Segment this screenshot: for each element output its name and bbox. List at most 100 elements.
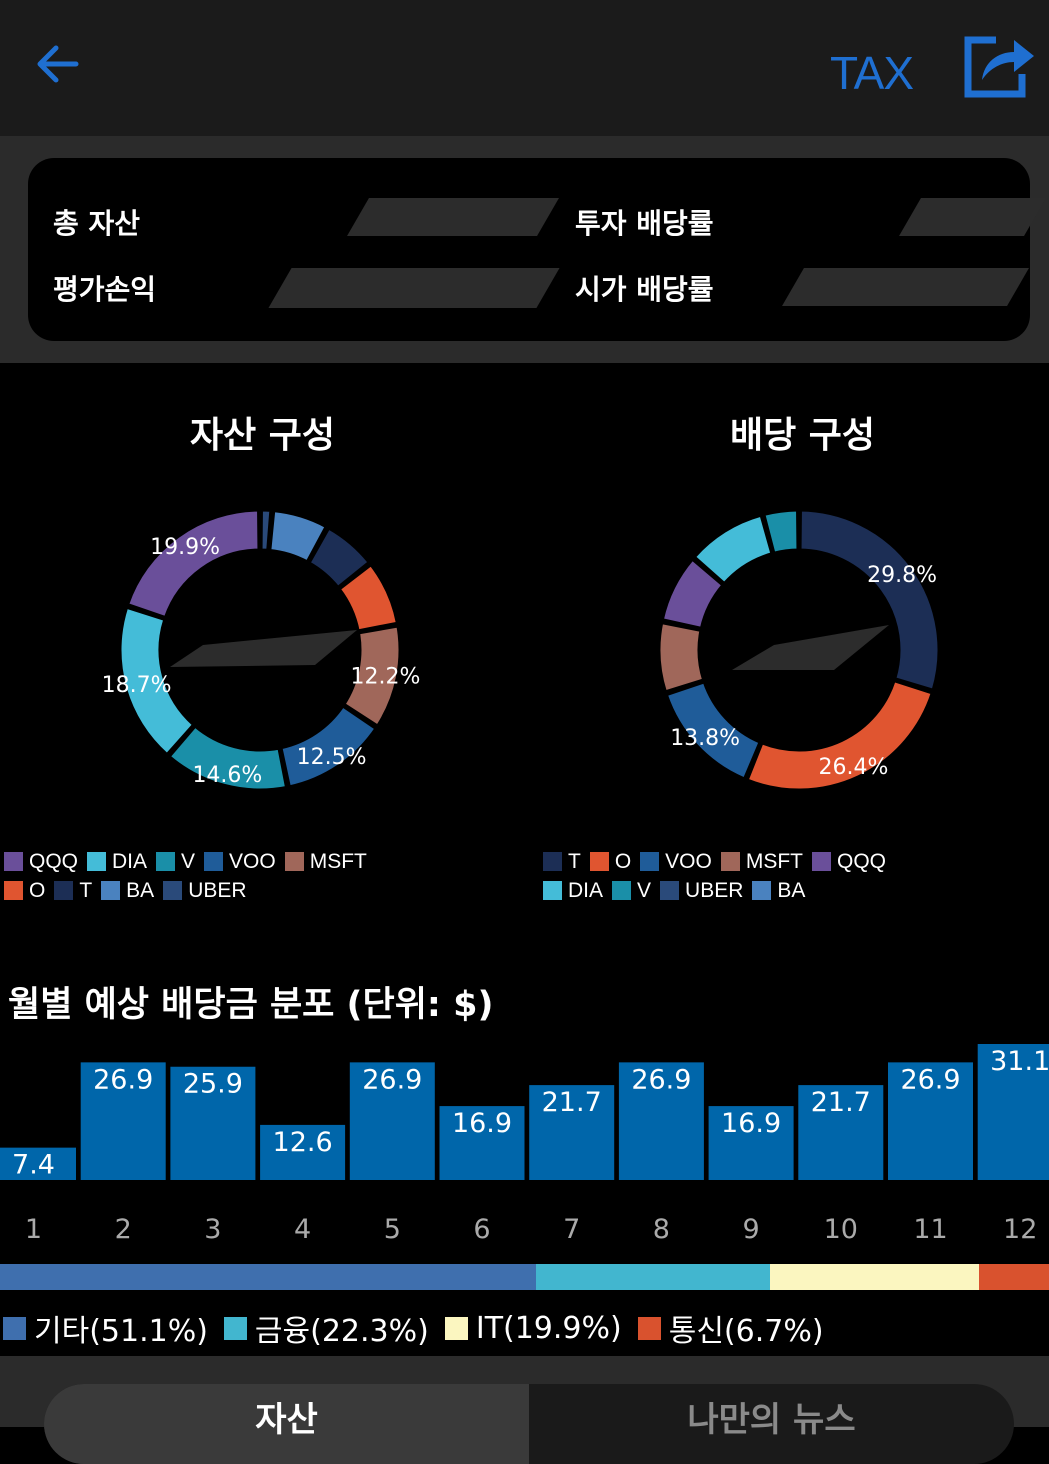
tab-my-news[interactable]: 나만의 뉴스	[687, 1400, 856, 1440]
legend-swatch	[3, 1316, 26, 1340]
x-tick-label: 6	[473, 1214, 490, 1245]
top-bar: TAX	[0, 0, 1049, 136]
sector-segment-IT	[769, 1264, 979, 1290]
slice-t	[307, 525, 372, 590]
bar-value-label: 7.4	[12, 1150, 55, 1181]
legend-label: 통신(6.7%)	[668, 1314, 824, 1349]
legend-label: VOO	[229, 849, 276, 873]
legend-item-t: T	[54, 879, 92, 903]
x-tick-label: 9	[743, 1214, 760, 1245]
dividend-pie-title: 배당 구성	[730, 415, 876, 456]
legend-label: MSFT	[745, 849, 804, 873]
monthly-chart-title: 월별 예상 배당금 분포 (단위: $)	[8, 985, 494, 1025]
sector-legend-item: IT(19.9%)	[444, 1310, 622, 1346]
legend-swatch	[284, 852, 304, 871]
slice-qqq	[125, 508, 261, 620]
bar-value-label: 26.9	[631, 1064, 691, 1095]
slice-label-qqq: 19.9%	[150, 535, 220, 560]
legend-swatch	[4, 852, 23, 871]
sector-segment-통신	[978, 1264, 1049, 1290]
legend-label: BA	[126, 878, 155, 902]
legend-swatch	[720, 852, 740, 871]
sector-segment-금융	[536, 1264, 770, 1290]
pnl-label: 평가손익	[53, 273, 157, 306]
x-tick-label: 5	[384, 1214, 401, 1245]
legend-label: UBER	[685, 878, 744, 902]
legend-label: O	[29, 878, 46, 902]
legend-swatch	[4, 881, 23, 900]
legend-item-voo: VOO	[640, 850, 712, 874]
legend-swatch	[204, 852, 224, 871]
slice-msft	[341, 624, 402, 729]
legend-label: DIA	[568, 878, 604, 902]
legend-label: QQQ	[29, 849, 79, 873]
tax-button[interactable]: TAX	[830, 47, 914, 99]
slice-voo	[664, 679, 763, 781]
x-tick-label: 4	[294, 1214, 311, 1245]
asset-legend: QQQ DIA V VOO MSFT O T BA UBER	[4, 847, 376, 905]
slice-ba	[268, 509, 329, 564]
x-tick-label: 7	[563, 1214, 580, 1245]
bar-month-1	[0, 1147, 76, 1180]
legend-swatch	[156, 852, 176, 871]
legend-row: QQQ DIA V VOO MSFT	[4, 847, 376, 876]
market-yield-label: 시가 배당률	[575, 273, 714, 306]
redacted-value	[268, 268, 560, 308]
legend-label: QQQ	[837, 849, 887, 873]
legend-label: V	[181, 849, 196, 873]
summary-section: 총 자산 투자 배당률 평가손익 시가 배당률	[0, 136, 1049, 363]
legend-label: T	[568, 849, 581, 873]
back-arrow-icon[interactable]	[30, 36, 86, 92]
legend-label: O	[614, 849, 632, 873]
legend-swatch	[660, 881, 680, 900]
sector-stacked-bar	[0, 1264, 1049, 1290]
legend-row: T O VOO MSFT QQQ	[543, 847, 895, 876]
bar-value-label: 21.7	[542, 1087, 602, 1118]
legend-row: O T BA UBER	[4, 876, 376, 905]
x-tick-label: 8	[653, 1214, 670, 1245]
redacted-value	[347, 198, 559, 236]
bar-value-label: 21.7	[811, 1087, 871, 1118]
legend-item-uber: UBER	[163, 878, 247, 903]
bar-month-5	[349, 1062, 435, 1180]
slice-v	[167, 723, 289, 792]
legend-row: DIA V UBER BA	[543, 876, 895, 905]
bar-month-2	[80, 1062, 166, 1180]
legend-item-v: V	[156, 850, 195, 874]
legend-label: IT(19.9%)	[475, 1310, 622, 1346]
slice-voo	[279, 703, 379, 789]
bar-month-6	[439, 1106, 525, 1180]
legend-swatch	[543, 852, 562, 871]
tab-assets[interactable]: 자산	[44, 1384, 529, 1464]
legend-item-v: V	[612, 879, 651, 903]
total-assets-label: 총 자산	[53, 207, 141, 240]
slice-dia	[692, 513, 774, 586]
legend-swatch	[612, 881, 632, 900]
x-tick-label: 10	[824, 1214, 858, 1245]
x-tick-label: 3	[204, 1214, 221, 1245]
legend-item-uber: UBER	[660, 879, 743, 903]
legend-swatch	[101, 881, 121, 900]
dividend-donut-chart: 29.8% 26.4% 13.8%	[657, 508, 941, 792]
redacted-value	[899, 198, 1046, 236]
slice-t	[798, 508, 941, 693]
legend-item-t: T	[543, 850, 581, 874]
bar-month-11	[888, 1062, 973, 1180]
sector-legend: 기타(51.1%) 금융(22.3%) IT(19.9%) 통신(6.7%)	[3, 1306, 840, 1350]
slice-dia	[118, 605, 196, 757]
bar-month-7	[529, 1085, 615, 1180]
sector-segment-기타	[0, 1264, 537, 1290]
share-icon[interactable]	[962, 30, 1038, 100]
bar-month-9	[708, 1106, 794, 1180]
legend-item-msft: MSFT	[720, 849, 804, 874]
asset-pie-title: 자산 구성	[190, 415, 336, 456]
legend-label: UBER	[188, 878, 247, 902]
x-tick-label: 11	[913, 1214, 947, 1245]
legend-swatch	[223, 1316, 247, 1340]
slice-o	[337, 562, 400, 633]
invest-yield-label: 투자 배당률	[575, 207, 714, 240]
legend-swatch	[163, 881, 183, 900]
legend-item-ba: BA	[101, 879, 154, 903]
legend-swatch	[637, 1316, 661, 1340]
redacted-center-value	[170, 630, 357, 667]
